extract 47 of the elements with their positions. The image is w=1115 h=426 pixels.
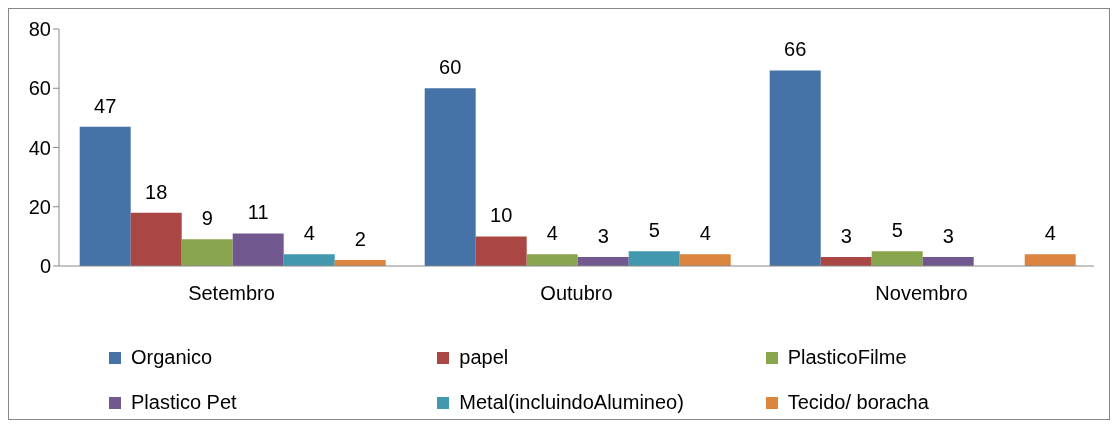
bar (283, 254, 335, 266)
data-label: 10 (490, 204, 513, 227)
bar (922, 257, 974, 266)
legend-label: Metal(incluindoAlumineo) (459, 391, 684, 414)
bar (232, 233, 284, 266)
bar (628, 251, 680, 266)
x-tick-label: Setembro (188, 282, 275, 305)
bar (577, 257, 629, 266)
bar (181, 239, 233, 266)
data-label: 4 (546, 222, 558, 245)
data-label: 3 (942, 225, 954, 248)
bar (475, 236, 527, 266)
data-label: 11 (247, 201, 269, 224)
data-label: 60 (439, 56, 462, 79)
data-label: 66 (784, 38, 807, 61)
data-label: 5 (648, 219, 660, 242)
legend-label: Tecido/ boracha (787, 391, 929, 414)
legend-label: papel (459, 346, 509, 369)
data-label: 2 (354, 228, 366, 251)
bar (424, 88, 476, 266)
legend-label: Organico (131, 346, 213, 369)
y-tick-label: 20 (28, 195, 51, 218)
legend-label: PlasticoFilme (787, 346, 907, 369)
bar (769, 70, 821, 266)
bar (871, 251, 923, 266)
data-label: 18 (145, 180, 168, 203)
bar (79, 126, 131, 266)
data-label: 3 (840, 225, 852, 248)
data-label: 3 (597, 225, 609, 248)
data-label: 4 (1044, 222, 1056, 245)
data-label: 4 (699, 222, 711, 245)
bar (820, 257, 872, 266)
bar (679, 254, 731, 266)
bar (1024, 254, 1076, 266)
data-label: 47 (94, 94, 117, 117)
x-tick-label: Outubro (540, 282, 613, 305)
y-tick-label: 80 (28, 18, 51, 41)
data-label: 5 (891, 219, 903, 242)
data-label: 4 (303, 222, 315, 245)
bar (526, 254, 578, 266)
bar (130, 212, 182, 266)
legend-label: Plastico Pet (131, 391, 237, 414)
y-tick-label: 60 (28, 77, 51, 100)
x-tick-label: Novembro (875, 282, 968, 305)
y-tick-label: 40 (28, 136, 51, 159)
data-label: 9 (201, 207, 213, 230)
y-tick-label: 0 (39, 255, 51, 278)
